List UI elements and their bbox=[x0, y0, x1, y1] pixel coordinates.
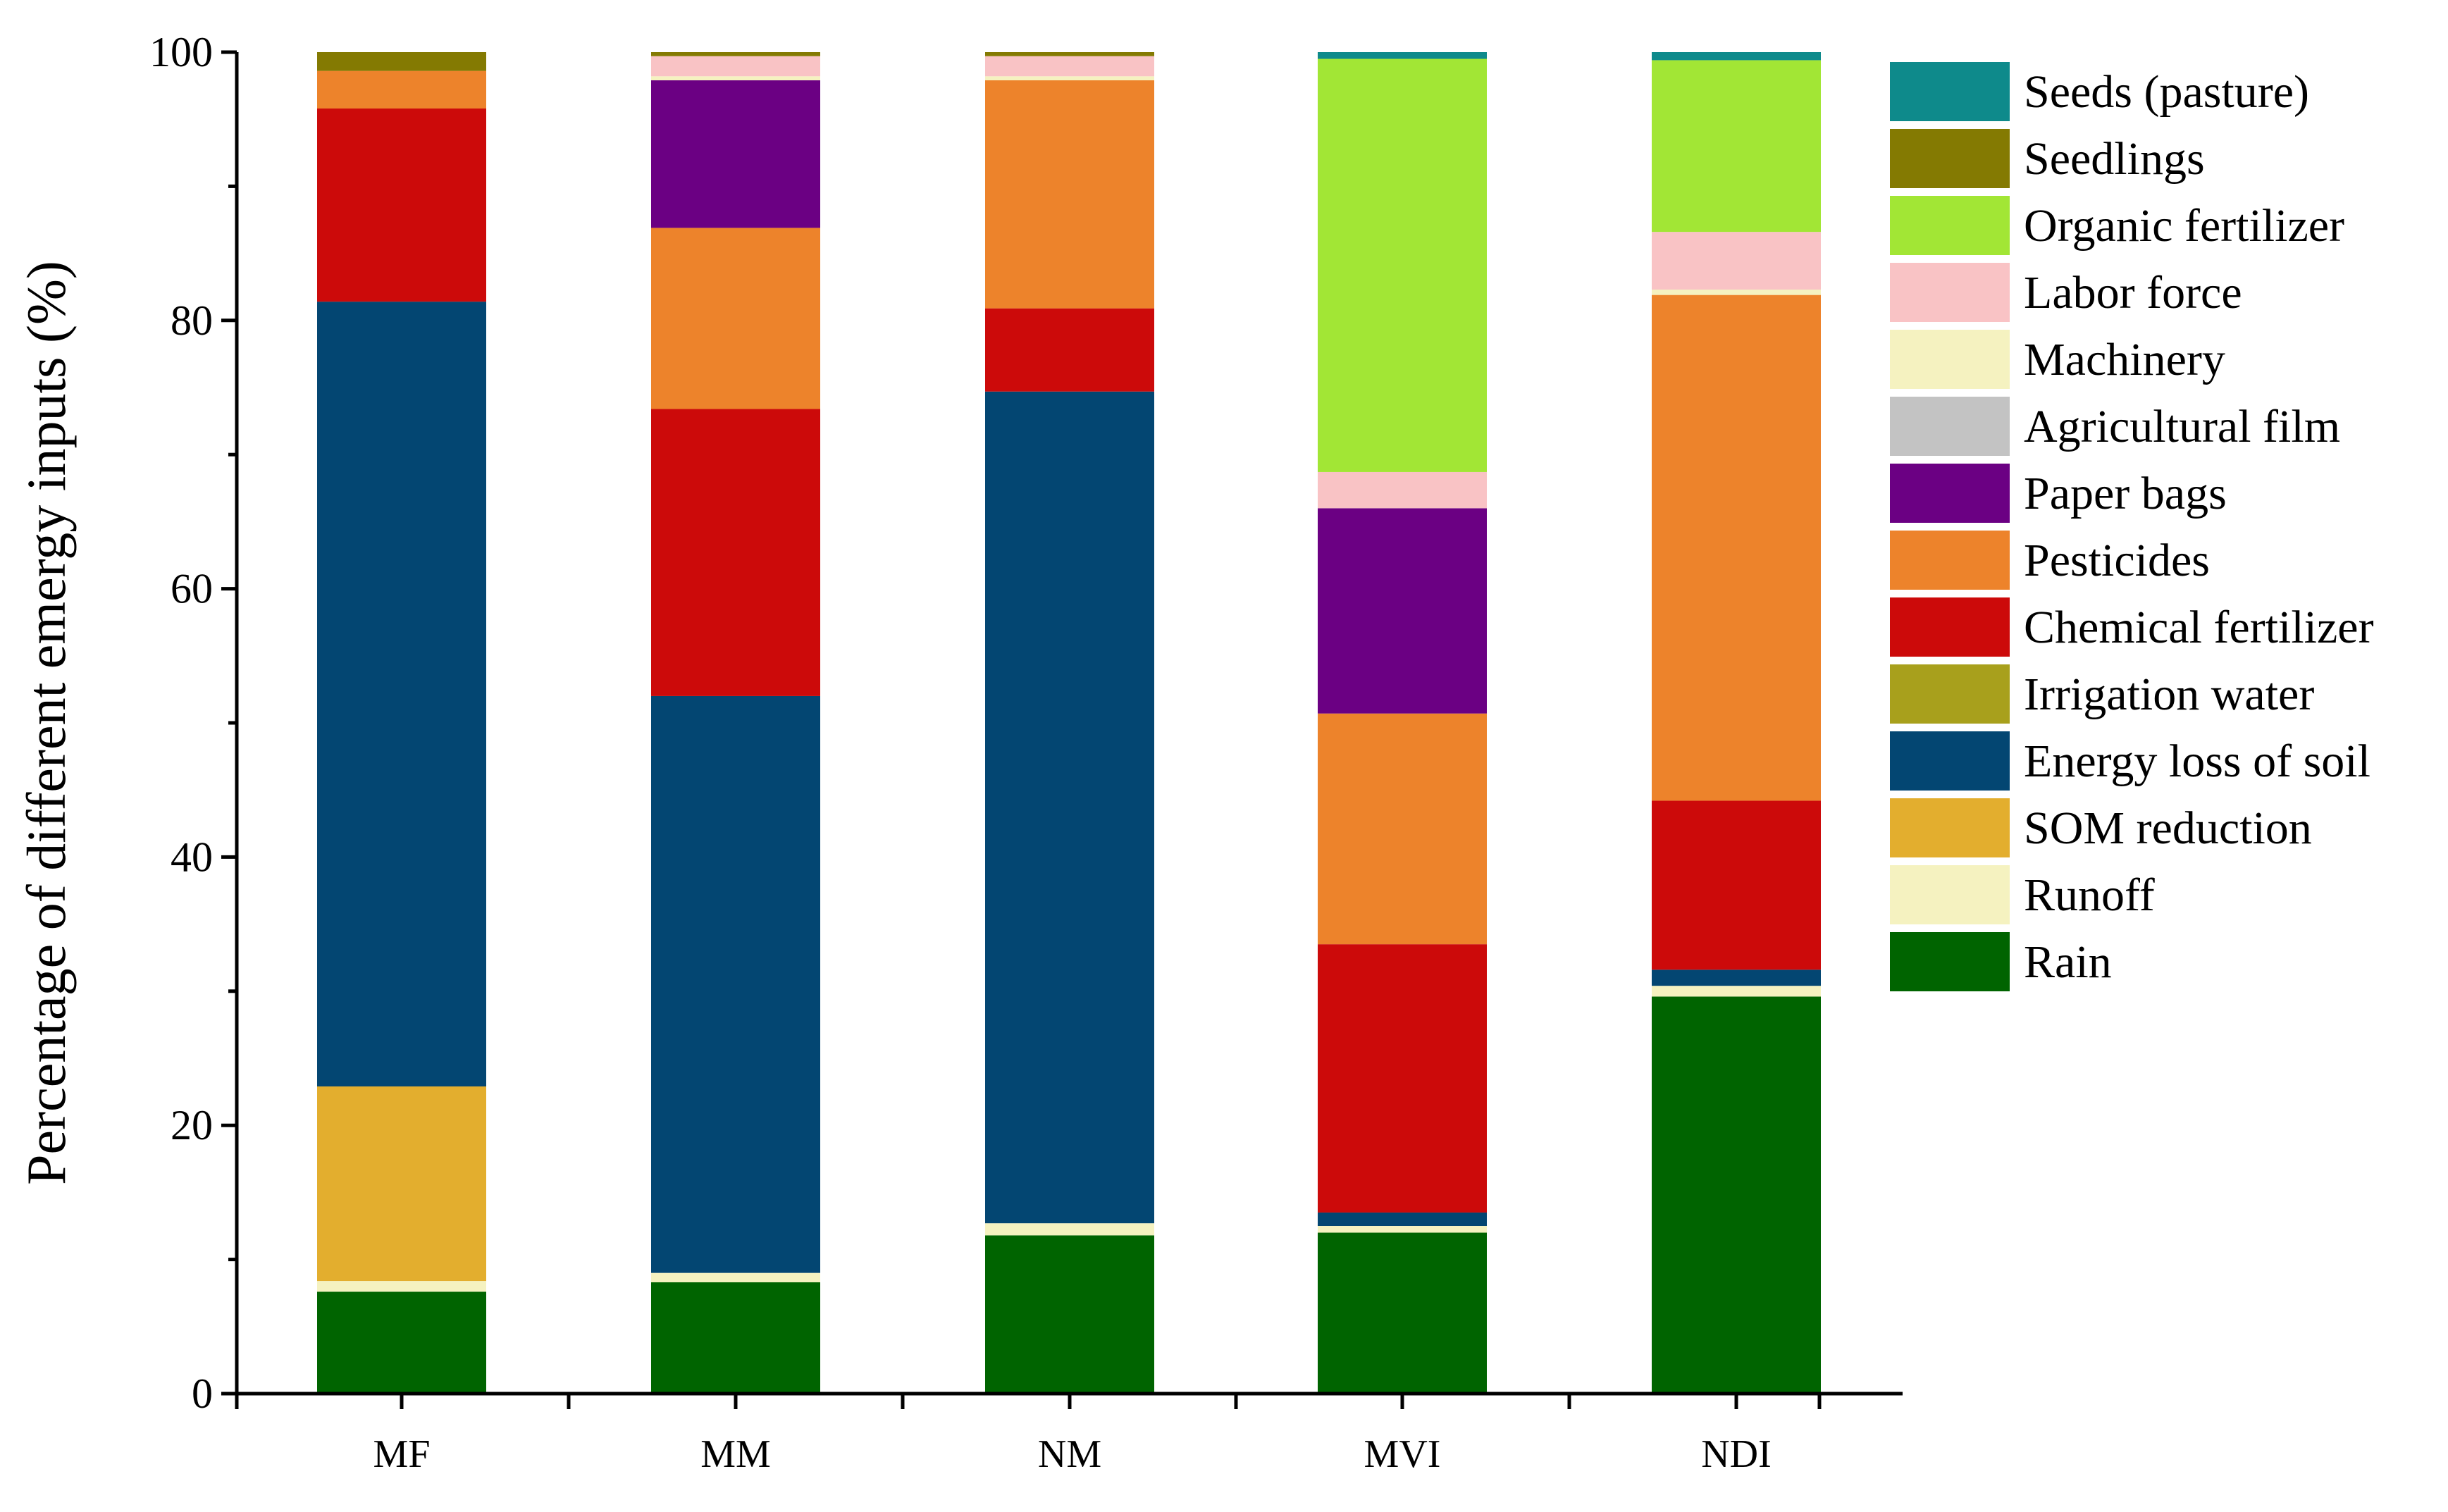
y-tick-label-80: 80 bbox=[171, 297, 213, 344]
legend-swatch-chemical-fertilizer bbox=[1890, 597, 2010, 657]
legend-label-labor-force: Labor force bbox=[2024, 267, 2242, 318]
legend-label-irrigation-water: Irrigation water bbox=[2024, 669, 2314, 720]
legend-label-paper-bags: Paper bags bbox=[2024, 468, 2227, 519]
bar-mm-rain bbox=[651, 1282, 820, 1394]
bar-mvi-rain bbox=[1318, 1232, 1487, 1394]
legend-label-runoff: Runoff bbox=[2024, 869, 2155, 921]
bar-mm-runoff bbox=[651, 1272, 820, 1282]
bar-mf-seedlings bbox=[317, 52, 486, 71]
legend-swatch-energy-loss-of-soil bbox=[1890, 731, 2010, 791]
y-tick-label-60: 60 bbox=[171, 566, 213, 612]
bar-ndi-pesticides bbox=[1652, 295, 1821, 801]
legend-swatch-machinery bbox=[1890, 330, 2010, 389]
legend-swatch-seeds-pasture bbox=[1890, 62, 2010, 121]
bar-mf-chemical-fertilizer bbox=[317, 108, 486, 302]
x-tick-label-mf: MF bbox=[373, 1432, 431, 1476]
y-tick-label-0: 0 bbox=[192, 1370, 213, 1417]
bar-mf-rain bbox=[317, 1291, 486, 1394]
x-tick-label-mvi: MVI bbox=[1364, 1432, 1441, 1476]
x-tick-label-nm: NM bbox=[1038, 1432, 1101, 1476]
bar-ndi-labor-force bbox=[1652, 232, 1821, 290]
legend-label-agricultural-film: Agricultural film bbox=[2024, 401, 2340, 452]
bar-nm-pesticides bbox=[985, 80, 1154, 309]
legend-label-pesticides: Pesticides bbox=[2024, 535, 2210, 586]
bar-nm-chemical-fertilizer bbox=[985, 308, 1154, 392]
bar-mvi-energy-loss-of-soil bbox=[1318, 1212, 1487, 1226]
legend-swatch-organic-fertilizer bbox=[1890, 196, 2010, 255]
bar-mf-runoff bbox=[317, 1281, 486, 1292]
bar-ndi-energy-loss-of-soil bbox=[1652, 969, 1821, 986]
bar-mf-energy-loss-of-soil bbox=[317, 302, 486, 1086]
bar-ndi-chemical-fertilizer bbox=[1652, 800, 1821, 970]
bar-mvi-seeds-pasture bbox=[1318, 52, 1487, 59]
legend-label-som-reduction: SOM reduction bbox=[2024, 803, 2312, 854]
bar-nm-rain bbox=[985, 1235, 1154, 1394]
bar-ndi-rain bbox=[1652, 996, 1821, 1394]
bar-ndi-organic-fertilizer bbox=[1652, 60, 1821, 233]
bar-mvi-labor-force bbox=[1318, 471, 1487, 509]
legend-label-energy-loss-of-soil: Energy loss of soil bbox=[2024, 736, 2370, 787]
bar-ndi-machinery bbox=[1652, 290, 1821, 295]
legend-label-seeds-pasture: Seeds (pasture) bbox=[2024, 66, 2309, 118]
legend-swatch-agricultural-film bbox=[1890, 397, 2010, 456]
legend-label-seedlings: Seedlings bbox=[2024, 133, 2205, 185]
legend-swatch-irrigation-water bbox=[1890, 664, 2010, 724]
legend-label-rain: Rain bbox=[2024, 936, 2112, 988]
bar-mvi-pesticides bbox=[1318, 713, 1487, 945]
bar-nm-labor-force bbox=[985, 56, 1154, 77]
axes-layer bbox=[235, 52, 1903, 1396]
x-tick-label-mm: MM bbox=[700, 1432, 771, 1476]
bar-mvi-chemical-fertilizer bbox=[1318, 944, 1487, 1213]
bar-mm-paper-bags bbox=[651, 80, 820, 228]
legend: Seeds (pasture) Seedlings Organic fertiliz… bbox=[1890, 62, 2374, 991]
legend-swatch-seedlings bbox=[1890, 129, 2010, 188]
legend-swatch-pesticides bbox=[1890, 531, 2010, 590]
legend-swatch-paper-bags bbox=[1890, 464, 2010, 523]
y-tick-label-20: 20 bbox=[171, 1102, 213, 1148]
bar-mvi-paper-bags bbox=[1318, 508, 1487, 714]
bars-layer bbox=[317, 52, 1821, 1394]
bar-mm-pesticides bbox=[651, 228, 820, 409]
legend-label-organic-fertilizer: Organic fertilizer bbox=[2024, 200, 2344, 252]
bar-mm-seedlings bbox=[651, 52, 820, 56]
bar-mm-energy-loss-of-soil bbox=[651, 695, 820, 1273]
legend-label-machinery: Machinery bbox=[2024, 334, 2225, 385]
bar-mm-chemical-fertilizer bbox=[651, 409, 820, 696]
bar-mf-pesticides bbox=[317, 70, 486, 109]
bar-ndi-seeds-pasture bbox=[1652, 52, 1821, 61]
bar-mm-labor-force bbox=[651, 56, 820, 77]
legend-label-chemical-fertilizer: Chemical fertilizer bbox=[2024, 602, 2374, 653]
x-ticks: MF MM NM MVI NDI bbox=[235, 1394, 1822, 1476]
bar-nm-runoff bbox=[985, 1223, 1154, 1236]
bar-nm-machinery bbox=[985, 76, 1154, 80]
y-axis-title: Percentage of different emergy inputs (%… bbox=[16, 261, 77, 1185]
bar-mm-machinery bbox=[651, 76, 820, 80]
bar-nm-seedlings bbox=[985, 52, 1154, 56]
x-tick-label-ndi: NDI bbox=[1701, 1432, 1772, 1476]
legend-swatch-som-reduction bbox=[1890, 798, 2010, 857]
y-tick-label-40: 40 bbox=[171, 834, 213, 880]
legend-swatch-rain bbox=[1890, 932, 2010, 991]
legend-swatch-labor-force bbox=[1890, 263, 2010, 322]
bar-ndi-runoff bbox=[1652, 986, 1821, 997]
bar-mvi-runoff bbox=[1318, 1226, 1487, 1233]
y-ticks: 0 20 40 60 80 100 bbox=[149, 29, 237, 1417]
y-tick-label-100: 100 bbox=[149, 29, 213, 75]
bar-nm-energy-loss-of-soil bbox=[985, 391, 1154, 1224]
legend-swatch-runoff bbox=[1890, 865, 2010, 924]
bar-mf-som-reduction bbox=[317, 1086, 486, 1282]
bar-mvi-organic-fertilizer bbox=[1318, 58, 1487, 472]
